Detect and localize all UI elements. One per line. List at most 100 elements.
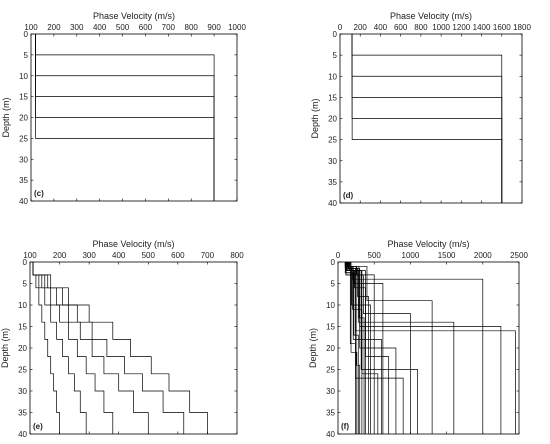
panel-label: (e) (33, 422, 43, 431)
panel-f: 0 500 1000 1500 2000 2500 0 5 10 15 20 25 30 35 40 Phas… (308, 239, 528, 439)
y-tick-label: 5 (24, 51, 29, 60)
x-tick-label: 1800 (513, 23, 531, 32)
velocity-profile-16 (347, 262, 369, 434)
y-tick-label: 25 (326, 366, 335, 375)
x-tick-label: 1000 (402, 251, 420, 260)
y-tick-label: 15 (18, 323, 27, 332)
x-tick-label: 600 (171, 251, 185, 260)
velocity-profile-4 (35, 34, 215, 201)
x-tick-label: 100 (23, 251, 37, 260)
x-axis-label: Phase Velocity (m/s) (387, 239, 469, 249)
panel-e: 100 200 300 400 500 600 700 800 0 5 10 15 20 25 30 35 40… (0, 239, 244, 439)
y-tick-label: 15 (19, 93, 28, 102)
y-axis-label: Depth (m) (1, 97, 11, 137)
y-tick-label: 10 (18, 301, 27, 310)
velocity-profile-21 (348, 262, 359, 434)
x-tick-label: 800 (185, 23, 199, 32)
y-tick-label: 25 (328, 136, 337, 145)
velocity-profile-5 (35, 34, 215, 201)
x-tick-label: 800 (414, 23, 428, 32)
y-tick-label: 0 (23, 258, 28, 267)
y-tick-label: 30 (18, 387, 27, 396)
velocity-profile-4 (32, 262, 149, 434)
y-tick-label: 20 (18, 344, 27, 353)
velocity-profile-1 (32, 262, 60, 434)
y-tick-label: 35 (326, 409, 335, 418)
y-tick-label: 10 (328, 72, 337, 81)
x-tick-label: 500 (142, 251, 156, 260)
velocity-profile-19 (345, 262, 363, 434)
x-tick-label: 400 (374, 23, 388, 32)
velocity-profile-9 (349, 262, 418, 434)
y-tick-label: 35 (19, 176, 28, 185)
x-tick-label: 600 (394, 23, 408, 32)
y-tick-label: 0 (24, 30, 29, 39)
x-tick-label: 400 (93, 23, 107, 32)
y-tick-label: 5 (333, 51, 338, 60)
velocity-profile-5 (351, 34, 503, 203)
x-axis-label: Phase Velocity (m/s) (390, 11, 472, 21)
x-tick-label: 400 (112, 251, 126, 260)
x-tick-label: 800 (230, 251, 244, 260)
y-tick-label: 30 (19, 155, 28, 164)
x-tick-label: 100 (24, 23, 38, 32)
y-tick-label: 35 (328, 178, 337, 187)
x-tick-label: 0 (338, 23, 343, 32)
velocity-profile-5 (32, 262, 185, 434)
y-tick-label: 40 (19, 197, 28, 206)
x-tick-label: 700 (201, 251, 215, 260)
x-tick-label: 700 (162, 23, 176, 32)
x-axis-label: Phase Velocity (m/s) (93, 11, 175, 21)
y-tick-label: 15 (326, 323, 335, 332)
x-tick-label: 900 (207, 23, 221, 32)
x-tick-label: 0 (336, 251, 341, 260)
velocity-profile-20 (347, 262, 361, 434)
y-tick-label: 40 (326, 430, 335, 439)
y-tick-label: 0 (331, 258, 336, 267)
x-tick-label: 300 (82, 251, 96, 260)
velocity-profile-22 (346, 262, 358, 434)
velocity-profile-3 (32, 262, 114, 434)
y-tick-label: 15 (328, 93, 337, 102)
y-axis-label: Depth (m) (0, 328, 10, 368)
velocity-profile-18 (349, 262, 365, 434)
velocity-profile-17 (346, 262, 366, 434)
x-tick-label: 1000 (228, 23, 246, 32)
y-axis-label: Depth (m) (308, 328, 318, 368)
x-tick-label: 1000 (432, 23, 450, 32)
x-tick-label: 600 (139, 23, 153, 32)
y-tick-label: 20 (328, 115, 337, 124)
y-tick-label: 5 (23, 280, 28, 289)
y-tick-label: 35 (18, 409, 27, 418)
x-tick-label: 2000 (474, 251, 492, 260)
x-tick-label: 1500 (438, 251, 456, 260)
y-tick-label: 25 (19, 134, 28, 143)
panel-label: (c) (34, 189, 44, 198)
y-tick-label: 40 (328, 199, 337, 208)
x-tick-label: 200 (354, 23, 368, 32)
y-tick-label: 20 (19, 114, 28, 123)
velocity-profile-23 (344, 262, 356, 434)
y-tick-label: 10 (19, 72, 28, 81)
y-tick-label: 5 (331, 280, 336, 289)
x-tick-label: 200 (47, 23, 61, 32)
y-tick-label: 40 (18, 430, 27, 439)
y-tick-label: 30 (326, 387, 335, 396)
velocity-profile-2 (32, 262, 87, 434)
x-tick-label: 500 (116, 23, 130, 32)
panel-label: (f) (341, 422, 349, 431)
x-tick-label: 1600 (493, 23, 511, 32)
x-tick-label: 300 (70, 23, 84, 32)
x-tick-label: 2500 (510, 251, 528, 260)
x-tick-label: 200 (53, 251, 67, 260)
x-axis-label: Phase Velocity (m/s) (92, 239, 174, 249)
panel-label: (d) (343, 191, 354, 200)
y-tick-label: 30 (328, 157, 337, 166)
x-tick-label: 1200 (452, 23, 470, 32)
y-tick-label: 0 (333, 30, 338, 39)
panel-d: 0 200 400 600 800 1000 1200 1400 1600 1800 0 5 10 15 2… (310, 11, 531, 208)
y-tick-label: 20 (326, 344, 335, 353)
panel-c: 100 200 300 400 500 600 700 800 900 1000 0 5 10 15 20 2… (1, 11, 246, 206)
velocity-profile-6 (32, 262, 208, 434)
